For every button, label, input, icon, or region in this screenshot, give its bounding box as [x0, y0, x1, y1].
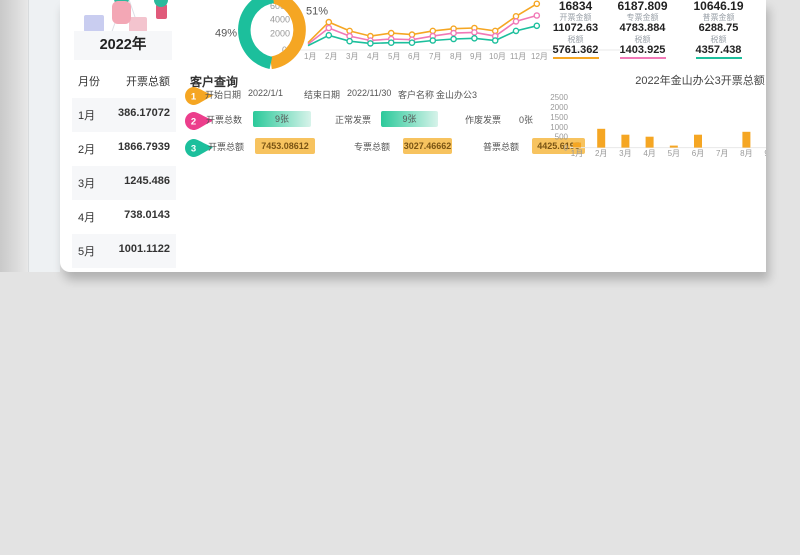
svg-text:3: 3: [191, 144, 196, 155]
svg-text:9月: 9月: [470, 52, 482, 61]
svg-text:500: 500: [555, 133, 569, 142]
svg-text:6月: 6月: [692, 149, 704, 158]
svg-text:7月: 7月: [429, 52, 441, 61]
svg-text:2000: 2000: [550, 103, 568, 112]
svg-text:1月: 1月: [571, 149, 583, 158]
svg-text:8月: 8月: [450, 52, 462, 61]
svg-text:5月: 5月: [668, 149, 680, 158]
svg-text:3月: 3月: [619, 149, 631, 158]
svg-text:9月: 9月: [764, 149, 766, 158]
svg-text:0: 0: [564, 144, 569, 153]
svg-text:51%: 51%: [306, 6, 328, 18]
svg-text:10月: 10月: [489, 52, 506, 61]
svg-text:3月: 3月: [346, 52, 358, 61]
svg-text:2月: 2月: [595, 149, 607, 158]
svg-text:49%: 49%: [215, 28, 237, 40]
svg-text:8月: 8月: [740, 149, 752, 158]
svg-text:2月: 2月: [325, 52, 337, 61]
svg-text:5月: 5月: [388, 52, 400, 61]
svg-text:7月: 7月: [716, 149, 728, 158]
svg-text:4月: 4月: [643, 149, 655, 158]
svg-text:1月: 1月: [304, 52, 316, 61]
svg-text:11月: 11月: [510, 52, 526, 61]
svg-text:6月: 6月: [408, 52, 420, 61]
svg-text:1000: 1000: [550, 123, 568, 132]
svg-text:1500: 1500: [550, 113, 568, 122]
svg-text:4月: 4月: [367, 52, 379, 61]
svg-text:2500: 2500: [550, 93, 568, 102]
